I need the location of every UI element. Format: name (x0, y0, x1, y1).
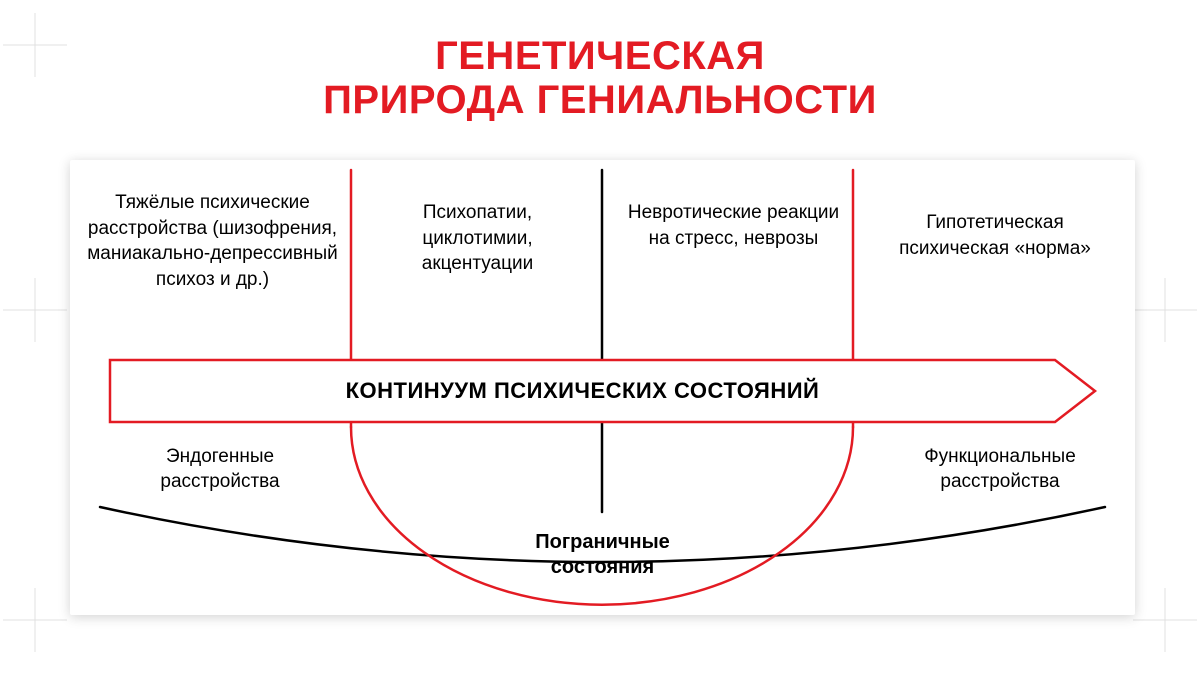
borderline-line-1: Пограничные (490, 530, 715, 555)
title-line-2: ПРИРОДА ГЕНИАЛЬНОСТИ (0, 78, 1200, 122)
borderline-line-2: состояния (490, 555, 715, 580)
top-label-severe-disorders: Тяжёлые психические расстройства (шизофр… (80, 190, 345, 293)
top-label-psychopathies: Психопатии, циклотимии, акцентуации (370, 200, 585, 277)
bottom-label-endogenous: Эндогенные расстройства (120, 445, 320, 494)
bottom-label-functional: Функциональные расстройства (890, 445, 1110, 494)
bottom-label-borderline: Пограничные состояния (490, 530, 715, 580)
top-label-norm: Гипотетическая психическая «норма» (870, 210, 1120, 261)
page-title: ГЕНЕТИЧЕСКАЯ ПРИРОДА ГЕНИАЛЬНОСТИ (0, 34, 1200, 122)
arrow-label-continuum: КОНТИНУУМ ПСИХИЧЕСКИХ СОСТОЯНИЙ (110, 378, 1055, 404)
title-line-1: ГЕНЕТИЧЕСКАЯ (0, 34, 1200, 78)
top-label-neurotic: Невротические реакции на стресс, неврозы (626, 200, 841, 251)
diagram-card: Тяжёлые психические расстройства (шизофр… (70, 160, 1135, 615)
